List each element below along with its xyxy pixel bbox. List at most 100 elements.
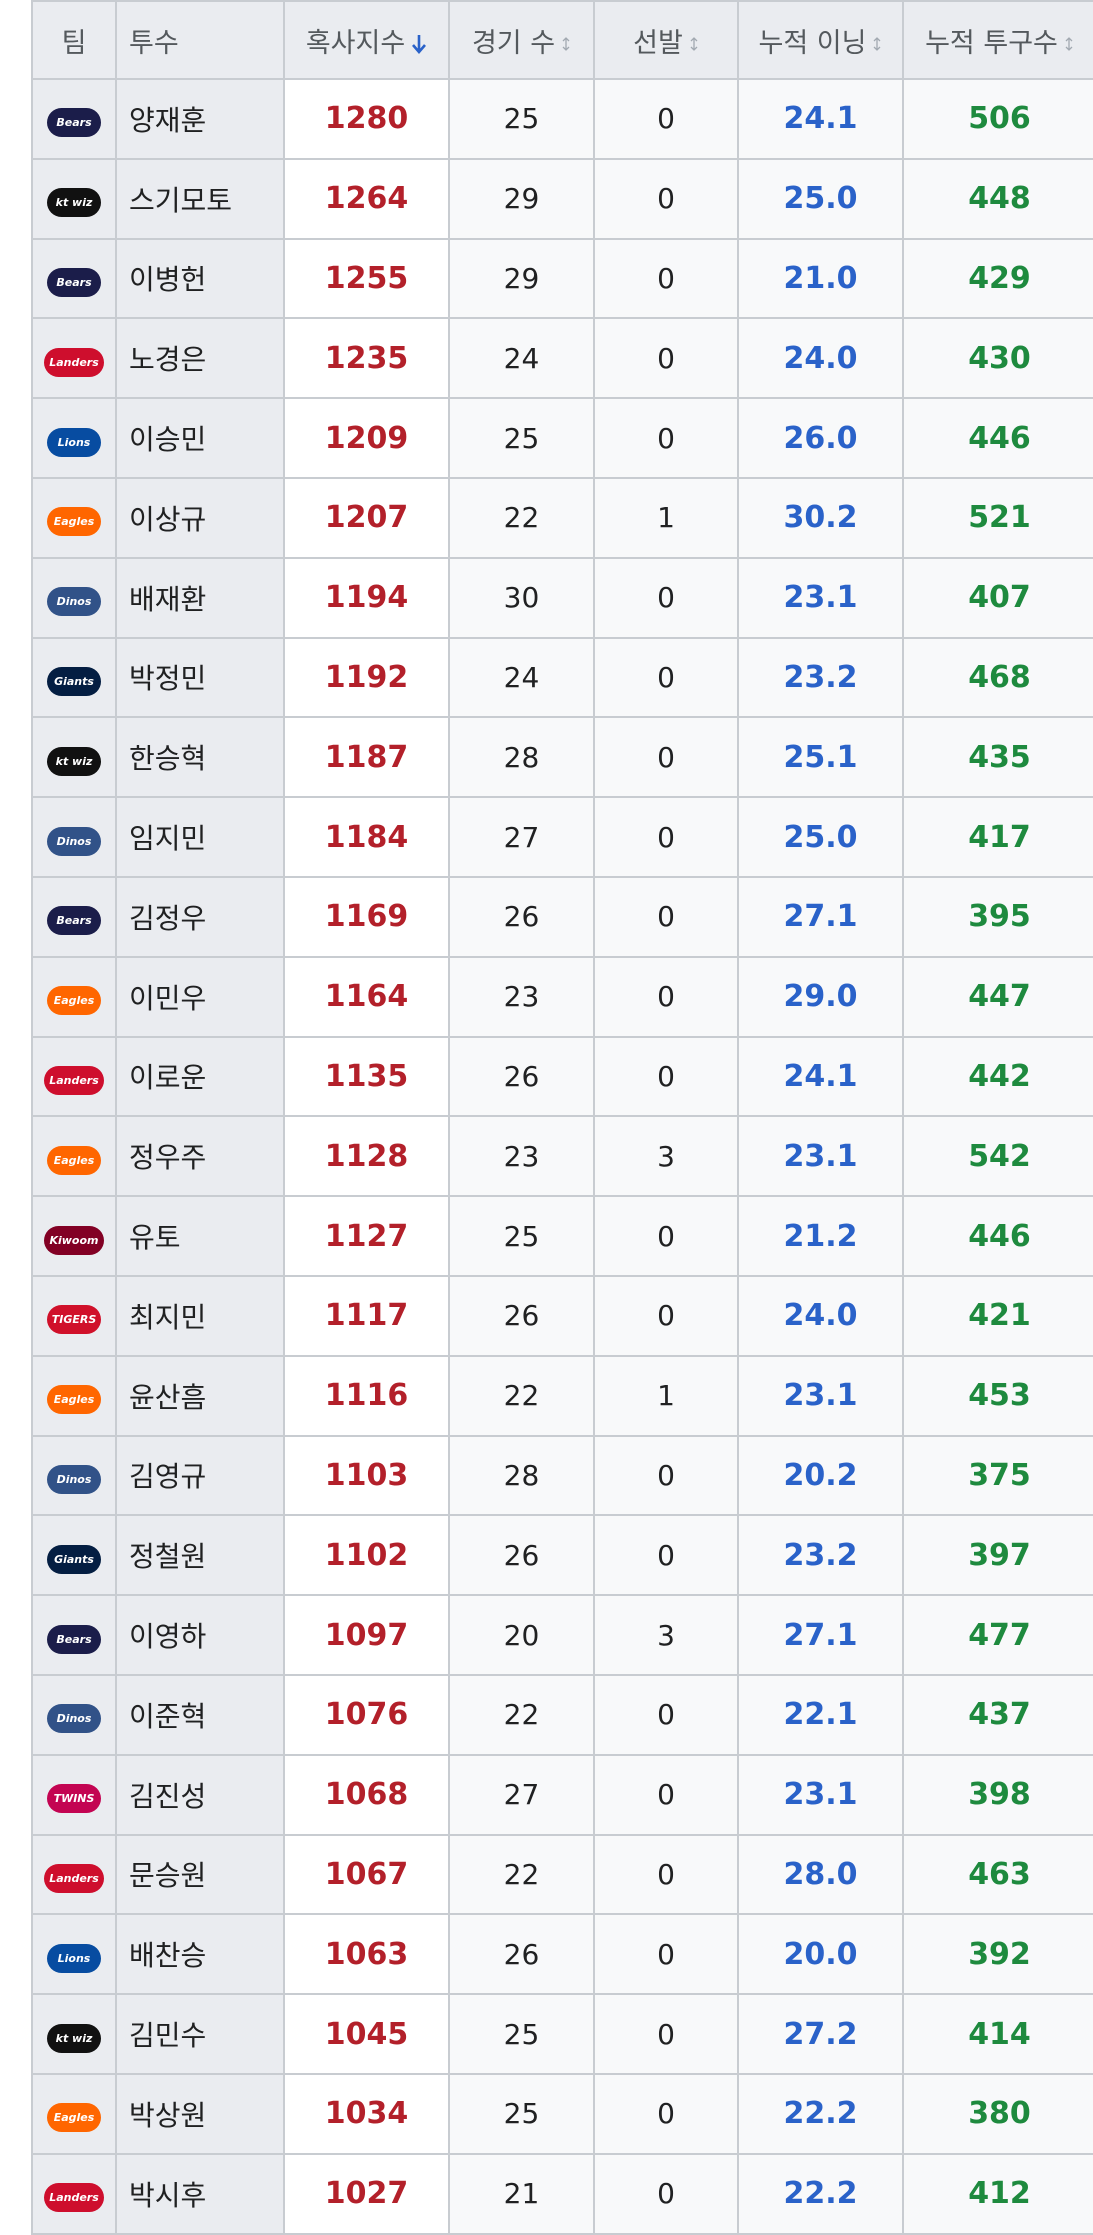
- header-text: 경기 수: [471, 27, 556, 59]
- team-logo: Eagles: [47, 986, 101, 1016]
- sort-header[interactable]: 누적 투구수: [902, 0, 1093, 80]
- pitches-cell: 398: [902, 1753, 1093, 1836]
- index-cell: 1117: [283, 1274, 450, 1357]
- innings-cell: 23.1: [737, 1354, 904, 1437]
- team-cell: Eagles: [31, 1354, 117, 1437]
- index-cell: 1034: [283, 2072, 450, 2155]
- games-cell: 30: [448, 556, 595, 639]
- pitcher-cell: 정우주: [115, 1115, 285, 1198]
- pitches-cell: 442: [902, 1035, 1093, 1118]
- team-cell: TIGERS: [31, 1274, 117, 1357]
- sort-icon: [562, 37, 570, 51]
- index-cell: 1027: [283, 2152, 450, 2235]
- team-cell: Lions: [31, 1913, 117, 1996]
- index-cell: 1067: [283, 1833, 450, 1916]
- team-logo: Bears: [47, 108, 101, 138]
- sort-desc-icon: [412, 35, 427, 54]
- team-logo: Landers: [44, 2183, 104, 2213]
- pitches-cell: 542: [902, 1115, 1093, 1198]
- pitcher-cell: 노경은: [115, 317, 285, 400]
- team-cell: Eagles: [31, 476, 117, 559]
- table-row: kt wiz 김민수 1045 25 0 27.2 414: [31, 1993, 1093, 2075]
- games-cell: 24: [448, 317, 595, 400]
- table-row: Bears 이영하 1097 20 3 27.1 477: [31, 1594, 1093, 1676]
- innings-cell: 21.0: [737, 237, 904, 320]
- team-cell: Dinos: [31, 556, 117, 639]
- innings-cell: 22.1: [737, 1673, 904, 1756]
- sort-header[interactable]: 누적 이닝: [737, 0, 904, 80]
- starts-cell: 0: [593, 875, 739, 958]
- innings-cell: 21.2: [737, 1195, 904, 1277]
- pitcher-cell: 박상원: [115, 2072, 285, 2155]
- team-cell: Landers: [31, 1035, 117, 1118]
- index-cell: 1097: [283, 1594, 450, 1676]
- innings-cell: 28.0: [737, 1833, 904, 1916]
- index-cell: 1164: [283, 955, 450, 1038]
- header-text: 누적 이닝: [758, 27, 867, 59]
- index-cell: 1209: [283, 397, 450, 479]
- games-cell: 26: [448, 1274, 595, 1357]
- innings-cell: 24.0: [737, 1274, 904, 1357]
- team-cell: kt wiz: [31, 157, 117, 240]
- starts-cell: 0: [593, 1993, 739, 2075]
- index-cell: 1184: [283, 796, 450, 878]
- pitches-cell: 506: [902, 78, 1093, 160]
- games-cell: 23: [448, 1115, 595, 1198]
- pitcher-cell: 이병헌: [115, 237, 285, 320]
- starts-cell: 0: [593, 157, 739, 240]
- index-cell: 1127: [283, 1195, 450, 1277]
- team-logo: TIGERS: [46, 1305, 102, 1335]
- innings-cell: 20.0: [737, 1913, 904, 1996]
- table-header: 팀 투수 혹사지수 경기 수 선발 누적 이닝 누적 투구수: [31, 0, 1093, 80]
- team-logo: kt wiz: [47, 188, 101, 218]
- starts-cell: 0: [593, 2152, 739, 2235]
- pitches-cell: 397: [902, 1514, 1093, 1597]
- sort-header[interactable]: 선발: [593, 0, 739, 80]
- table-row: Landers 박시후 1027 21 0 22.2 412: [31, 2152, 1093, 2235]
- games-cell: 26: [448, 1514, 595, 1597]
- sort-header[interactable]: 경기 수: [448, 0, 595, 80]
- table-row: TIGERS 최지민 1117 26 0 24.0 421: [31, 1274, 1093, 1357]
- sort-header[interactable]: 혹사지수: [283, 0, 450, 80]
- table-row: Giants 정철원 1102 26 0 23.2 397: [31, 1514, 1093, 1597]
- innings-cell: 27.1: [737, 1594, 904, 1676]
- innings-cell: 24.1: [737, 1035, 904, 1118]
- pitches-cell: 392: [902, 1913, 1093, 1996]
- starts-cell: 0: [593, 237, 739, 320]
- team-cell: Lions: [31, 397, 117, 479]
- table-row: Bears 김정우 1169 26 0 27.1 395: [31, 875, 1093, 958]
- pitcher-cell: 이승민: [115, 397, 285, 479]
- innings-cell: 23.1: [737, 1115, 904, 1198]
- pitcher-cell: 김정우: [115, 875, 285, 958]
- team-cell: Kiwoom: [31, 1195, 117, 1277]
- starts-cell: 1: [593, 1354, 739, 1437]
- team-cell: Landers: [31, 317, 117, 400]
- innings-cell: 24.1: [737, 78, 904, 160]
- pitches-cell: 429: [902, 237, 1093, 320]
- team-cell: TWINS: [31, 1753, 117, 1836]
- index-cell: 1063: [283, 1913, 450, 1996]
- pitcher-cell: 이영하: [115, 1594, 285, 1676]
- team-logo: Lions: [47, 427, 101, 457]
- header-text: 누적 투구수: [925, 27, 1058, 59]
- games-cell: 28: [448, 1434, 595, 1517]
- starts-cell: 0: [593, 397, 739, 479]
- team-logo: Dinos: [47, 1464, 101, 1494]
- table-row: Landers 노경은 1235 24 0 24.0 430: [31, 317, 1093, 400]
- team-cell: Eagles: [31, 2072, 117, 2155]
- team-logo: Bears: [47, 267, 101, 297]
- table-row: Giants 박정민 1192 24 0 23.2 468: [31, 636, 1093, 719]
- pitcher-cell: 이상규: [115, 476, 285, 559]
- starts-cell: 0: [593, 1833, 739, 1916]
- header-text: 팀: [61, 27, 87, 59]
- pitches-cell: 412: [902, 2152, 1093, 2235]
- games-cell: 26: [448, 1913, 595, 1996]
- pitcher-cell: 박시후: [115, 2152, 285, 2235]
- innings-cell: 26.0: [737, 397, 904, 479]
- table-row: Dinos 김영규 1103 28 0 20.2 375: [31, 1434, 1093, 1517]
- starts-cell: 0: [593, 1434, 739, 1517]
- pitches-cell: 395: [902, 875, 1093, 958]
- innings-cell: 29.0: [737, 955, 904, 1038]
- innings-cell: 24.0: [737, 317, 904, 400]
